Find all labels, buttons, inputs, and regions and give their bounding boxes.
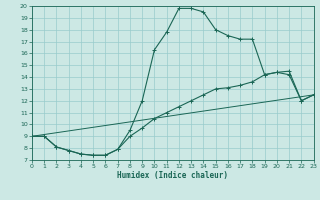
- X-axis label: Humidex (Indice chaleur): Humidex (Indice chaleur): [117, 171, 228, 180]
